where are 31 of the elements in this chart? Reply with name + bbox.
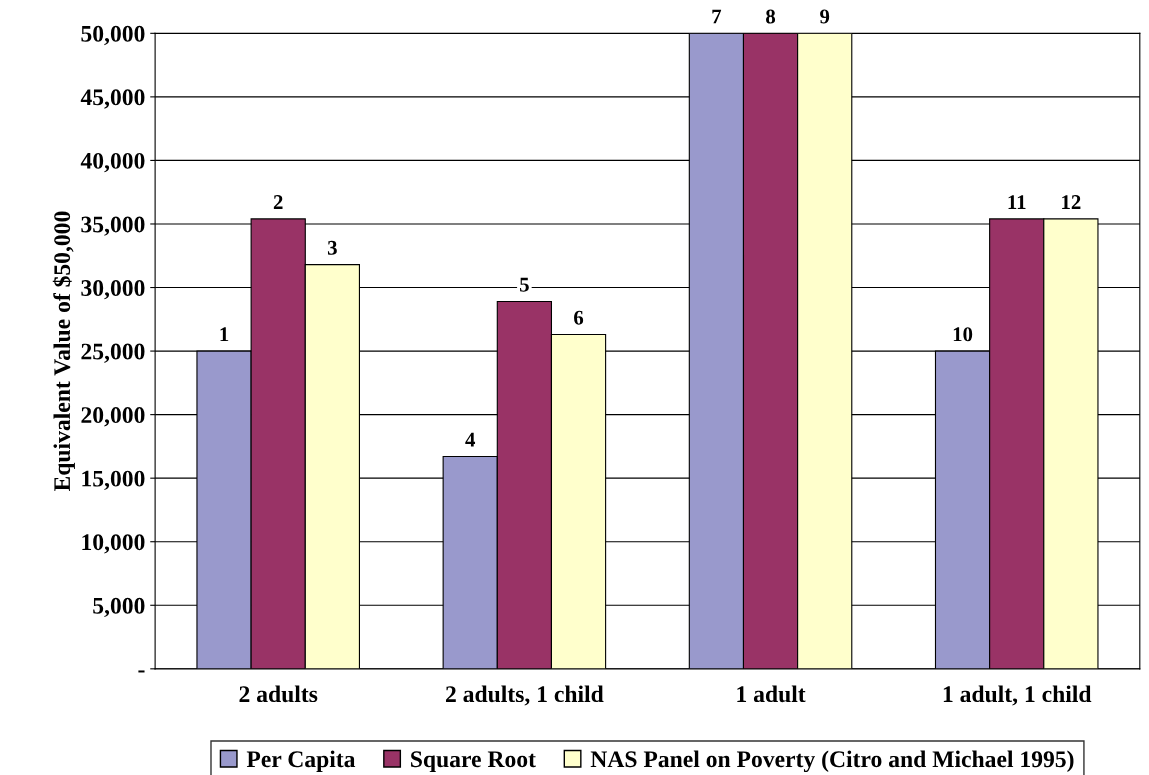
y-tick-label: 45,000: [80, 89, 145, 109]
y-tick-label: 50,000: [81, 25, 145, 46]
y-tick-label: 35,000: [81, 216, 145, 236]
text: 7: [712, 9, 722, 24]
annotation: 3: [327, 240, 337, 255]
y-tick-label: 10,000: [82, 534, 145, 554]
x-tick-label: 1 adult, 1 child: [943, 685, 1092, 706]
annotation: 11: [1008, 195, 1026, 209]
annotation: 6: [574, 310, 584, 325]
legend-label: NAS Panel on Poverty (Citro and Michael 1995): [590, 750, 1074, 773]
text: 8: [766, 9, 776, 24]
y-tick-label: 5,000: [93, 597, 145, 618]
y-tick-label: 25,000: [81, 343, 145, 363]
annotation: 1: [220, 327, 229, 342]
y-tick-label: -: [138, 670, 145, 673]
legend-label: Per Capita: [246, 750, 356, 772]
y-axis-title: Equivalent Value of $50,000: [52, 211, 75, 492]
legend-label: Square Root: [411, 751, 536, 772]
y-tick-label: 30,000: [81, 280, 145, 300]
y-tick-label: 20,000: [81, 407, 145, 427]
x-tick-label: 1 adult: [737, 685, 806, 703]
x-tick-label: 2 adults: [239, 685, 318, 703]
annotation: 5: [520, 277, 529, 292]
text: 9: [820, 9, 830, 24]
annotation: 4: [465, 432, 476, 447]
y-tick-label: 40,000: [80, 152, 145, 173]
annotation: 10: [953, 327, 973, 342]
annotation: 2: [273, 195, 283, 209]
annotation: 12: [1062, 195, 1081, 209]
x-tick-label: 2 adults, 1 child: [445, 685, 604, 706]
y-tick-label: 15,000: [82, 470, 145, 491]
